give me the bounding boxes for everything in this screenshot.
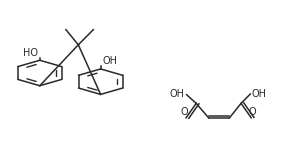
Text: OH: OH [252, 89, 267, 99]
Text: OH: OH [169, 89, 184, 99]
Text: OH: OH [102, 56, 117, 66]
Text: O: O [181, 107, 188, 117]
Text: HO: HO [23, 48, 38, 58]
Text: O: O [249, 107, 256, 117]
